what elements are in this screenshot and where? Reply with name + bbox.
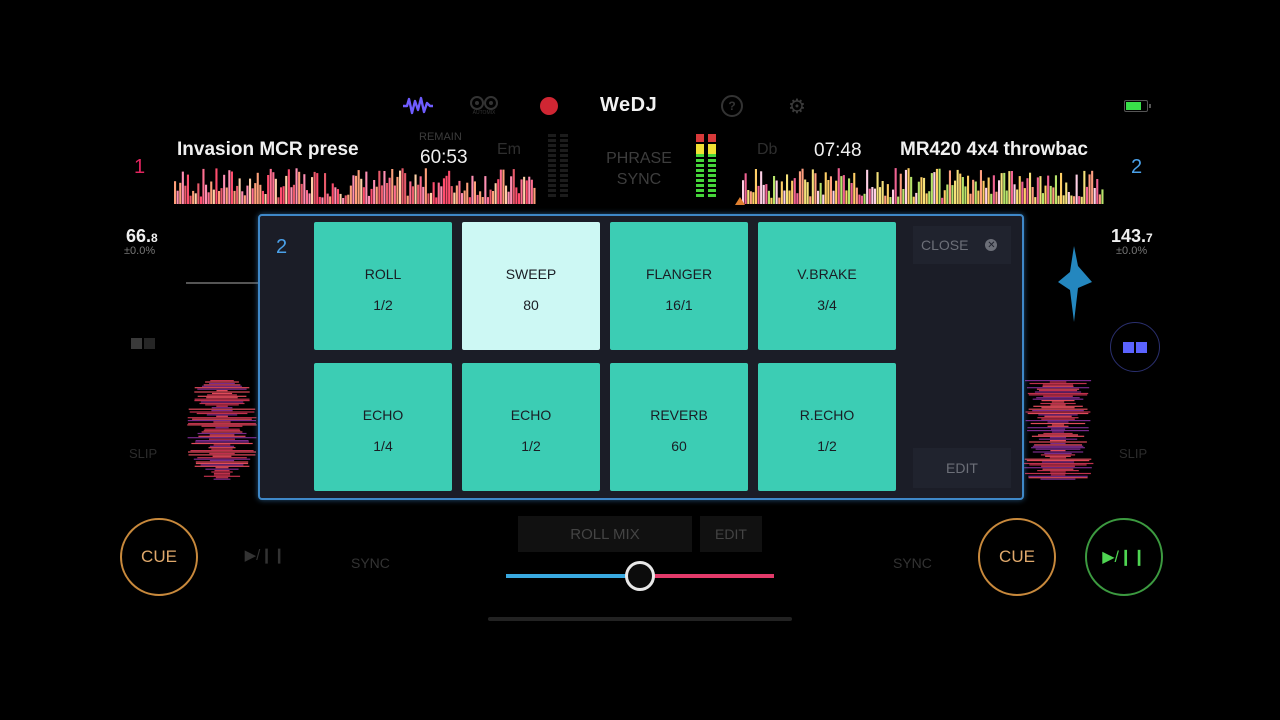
deck1-beat-line <box>186 282 258 284</box>
deck2-sync-button[interactable]: SYNC <box>893 555 932 571</box>
fx-pad-value: 1/2 <box>817 438 837 454</box>
close-button[interactable]: CLOSE ✕ <box>913 226 1011 264</box>
deck2-track-title[interactable]: MR420 4x4 throwbac <box>900 139 1088 160</box>
fx-pad[interactable]: SWEEP 80 <box>462 222 600 350</box>
fx-pad-value: 60 <box>671 438 687 454</box>
fx-pad-name: V.BRAKE <box>797 266 857 282</box>
deck2-cue-button[interactable]: CUE <box>978 518 1056 596</box>
fx-pad-name: R.ECHO <box>799 407 855 423</box>
app-logo: WeDJ <box>600 94 658 116</box>
fx-pad-value: 16/1 <box>665 297 693 313</box>
fx-edit-button[interactable]: EDIT <box>913 448 1011 488</box>
deck1-track-title[interactable]: Invasion MCR prese <box>177 139 359 160</box>
autoplay-label: AUTOMIX <box>472 110 496 116</box>
settings-icon[interactable]: ⚙ <box>788 95 806 118</box>
crossfader-knob[interactable] <box>625 561 655 591</box>
fx-pad[interactable]: FLANGER 16/1 <box>610 222 748 350</box>
deck2-bpm[interactable]: 143.7 <box>1111 226 1153 247</box>
mix-edit-label: EDIT <box>715 526 747 542</box>
battery-icon <box>1122 92 1151 120</box>
help-icon[interactable]: ? <box>720 92 744 120</box>
fx-pad-name: REVERB <box>650 407 708 423</box>
fx-pad-name: SWEEP <box>505 266 557 282</box>
fx-edit-label: EDIT <box>946 460 978 476</box>
deck1-bpm[interactable]: 66.8 <box>126 226 158 247</box>
deck2-bpm-decimal: 7 <box>1146 231 1153 245</box>
close-label: CLOSE <box>921 237 969 253</box>
deck2-bpm-main: 143. <box>1111 226 1147 246</box>
phrase-sync-line1: PHRASE <box>606 150 672 167</box>
deck2-waveform[interactable] <box>742 168 1104 204</box>
fx-pad-name: ECHO <box>510 407 552 423</box>
fx-pad-name: ROLL <box>364 266 402 282</box>
fx-pad-value: 3/4 <box>817 297 837 313</box>
fx-pad[interactable]: ECHO 1/2 <box>462 363 600 491</box>
deck1-cue-label: CUE <box>141 547 177 566</box>
deck2-slip-button[interactable]: SLIP <box>1119 446 1148 461</box>
deck1-time[interactable]: 60:53 <box>420 147 468 168</box>
deck1-bpm-decimal: 8 <box>151 231 158 245</box>
deck1-sync-button[interactable]: SYNC <box>351 555 390 571</box>
roll-mix-label: ROLL MIX <box>570 525 640 543</box>
deck1-pad-mode-icon[interactable] <box>131 338 155 349</box>
deck2-play-pause-button[interactable]: ▶/❙❙ <box>1085 518 1163 596</box>
phrase-sync-line2: SYNC <box>616 171 662 188</box>
fx-pad-value: 80 <box>523 297 539 313</box>
deck1-pitch: ±0.0% <box>124 245 156 257</box>
deck2-number: 2 <box>1131 156 1143 178</box>
deck2-key: Db <box>757 141 778 158</box>
deck1-time-label: REMAIN <box>419 131 462 143</box>
fx-pad-name: ECHO <box>362 407 404 423</box>
deck2-play-label: ▶/❙❙ <box>1102 549 1146 566</box>
deck1-cue-button[interactable]: CUE <box>120 518 198 596</box>
deck1-slip-button[interactable]: SLIP <box>129 446 158 461</box>
deck2-scratch-visual <box>1054 246 1098 322</box>
record-icon[interactable] <box>540 97 558 115</box>
mix-edit-button[interactable]: EDIT <box>700 516 762 552</box>
autoplay-icon[interactable]: AUTOMIX <box>466 92 502 120</box>
fx-pad-value: 1/2 <box>373 297 393 313</box>
deck1-level-meter <box>548 134 568 198</box>
fx-pad[interactable]: REVERB 60 <box>610 363 748 491</box>
fx-pad[interactable]: V.BRAKE 3/4 <box>758 222 896 350</box>
deck2-cue-label: CUE <box>999 547 1035 566</box>
fx-pad-value: 1/4 <box>373 438 393 454</box>
deck1-jog-waveform[interactable] <box>186 380 258 480</box>
deck1-bpm-main: 66. <box>126 226 152 246</box>
deck1-play-pause-button[interactable]: ▶/❙❙ <box>228 518 302 592</box>
phrase-sync-button[interactable]: PHRASE SYNC <box>596 148 682 190</box>
fx-pad[interactable]: ROLL 1/2 <box>314 222 452 350</box>
home-indicator <box>488 617 792 621</box>
fx-pad[interactable]: ECHO 1/4 <box>314 363 452 491</box>
deck1-key: Em <box>497 141 521 158</box>
deck1-number: 1 <box>134 156 146 178</box>
deck2-playhead-marker <box>735 197 745 205</box>
deck2-pad-mode-icon[interactable] <box>1110 322 1160 372</box>
fx-pad-name: FLANGER <box>645 266 713 282</box>
deck1-waveform[interactable] <box>174 168 536 204</box>
roll-mix-button[interactable]: ROLL MIX <box>518 516 692 552</box>
fx-pad[interactable]: R.ECHO 1/2 <box>758 363 896 491</box>
fx-panel-deck-number: 2 <box>276 236 288 258</box>
waveform-icon[interactable] <box>400 92 436 120</box>
fx-pad-value: 1/2 <box>521 438 541 454</box>
close-icon: ✕ <box>985 239 998 251</box>
deck2-time[interactable]: 07:48 <box>814 140 862 161</box>
deck2-jog-waveform[interactable] <box>1022 380 1094 480</box>
deck2-level-meter <box>696 134 716 198</box>
deck2-pitch: ±0.0% <box>1116 245 1148 257</box>
deck1-play-label: ▶/❙❙ <box>244 547 286 564</box>
